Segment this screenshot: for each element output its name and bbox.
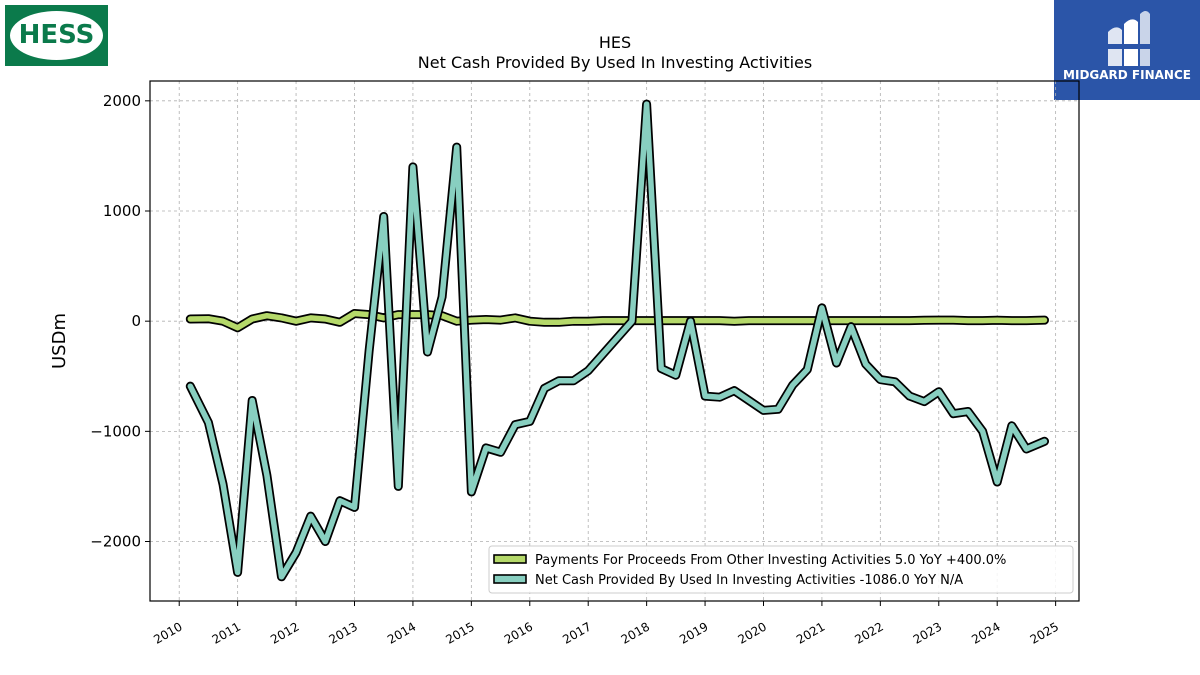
x-tick-label: 2023	[911, 619, 944, 646]
y-tick-label: 2000	[103, 92, 141, 110]
x-tick-label: 2012	[268, 619, 301, 646]
x-tick-label: 2013	[327, 619, 360, 646]
x-tick-label: 2024	[969, 619, 1002, 646]
x-tick-label: 2025	[1028, 619, 1061, 646]
x-tick-label: 2019	[677, 619, 710, 646]
chart-subtitle: Net Cash Provided By Used In Investing A…	[418, 53, 812, 72]
x-tick-label: 2011	[210, 619, 243, 646]
y-tick-label: 1000	[103, 202, 141, 220]
legend-swatch	[493, 574, 527, 584]
y-tick-label: −1000	[90, 422, 141, 440]
x-tick-label: 2022	[852, 619, 885, 646]
legend-label: Payments For Proceeds From Other Investi…	[535, 553, 1006, 568]
midgard-finance-logo: MIDGARD FINANCE	[1054, 0, 1200, 100]
hess-logo-oval	[10, 11, 103, 60]
chart-title: HES	[599, 33, 631, 52]
x-tick-label: 2018	[619, 619, 652, 646]
y-tick-label: −2000	[90, 533, 141, 551]
hess-logo-text: HESS	[18, 20, 95, 50]
x-tick-label: 2015	[443, 619, 476, 646]
x-axis: 2010 2011 2012 2013 2014 2015 2016 2017 2018 2019…	[151, 601, 1061, 647]
midgard-emblem-icon	[1106, 11, 1152, 66]
x-tick-label: 2014	[385, 619, 418, 646]
legend: Payments For Proceeds From Other Investi…	[488, 545, 1074, 594]
y-axis-label: USDm	[49, 313, 70, 369]
x-tick-label: 2010	[151, 619, 184, 646]
hess-logo: HESS	[5, 5, 108, 66]
x-tick-label: 2016	[502, 619, 535, 646]
x-tick-label: 2020	[736, 619, 769, 646]
midgard-logo-text: MIDGARD FINANCE	[1063, 68, 1191, 82]
legend-box	[488, 545, 1074, 594]
y-axis: 2000 1000 0 −1000 −2000	[90, 92, 150, 551]
series-net-cash-investing-line	[187, 101, 1048, 580]
x-tick-label: 2017	[560, 619, 593, 646]
legend-swatch	[493, 554, 527, 564]
plot-frame	[149, 80, 1080, 602]
x-tick-label: 2021	[794, 619, 827, 646]
series-layer	[185, 99, 1049, 582]
y-tick-label: 0	[131, 312, 141, 330]
series-payments-other-investing-line	[187, 310, 1048, 331]
legend-label: Net Cash Provided By Used In Investing A…	[535, 573, 963, 588]
